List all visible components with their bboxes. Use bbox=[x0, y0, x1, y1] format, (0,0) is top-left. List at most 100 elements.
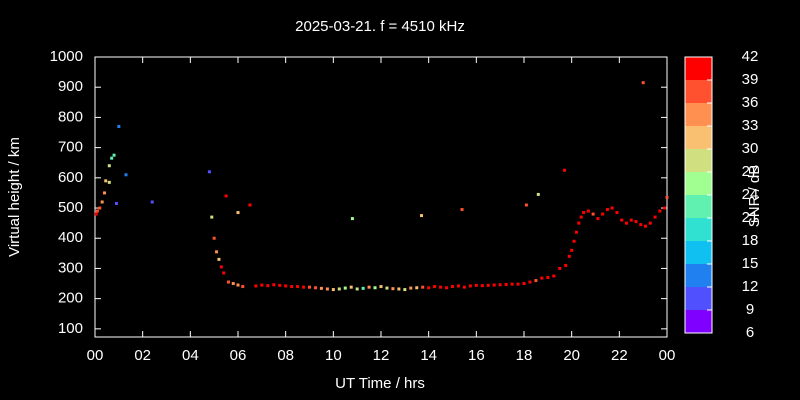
data-point bbox=[104, 179, 108, 183]
data-point bbox=[605, 208, 609, 212]
colorbar-tick-label: 27 bbox=[742, 163, 759, 180]
x-tick-label: 06 bbox=[230, 347, 247, 364]
data-point bbox=[114, 201, 118, 205]
colorbar-tick-label: 21 bbox=[742, 209, 759, 226]
data-point bbox=[117, 124, 121, 128]
data-point bbox=[601, 212, 605, 216]
y-tick-label: 700 bbox=[58, 139, 83, 156]
data-point bbox=[313, 286, 317, 290]
x-tick-label: 10 bbox=[325, 347, 342, 364]
data-point bbox=[629, 218, 633, 222]
data-point bbox=[224, 194, 228, 198]
colorbar-tick-label: 42 bbox=[742, 48, 759, 65]
data-point bbox=[586, 209, 590, 213]
data-point bbox=[361, 286, 365, 290]
data-point bbox=[212, 236, 216, 240]
data-point bbox=[563, 168, 567, 172]
data-point bbox=[210, 215, 214, 219]
colorbar-tick-label: 39 bbox=[742, 71, 759, 88]
data-point bbox=[653, 215, 657, 219]
data-point bbox=[415, 286, 419, 290]
colorbar-tick-label: 12 bbox=[742, 278, 759, 295]
data-point bbox=[124, 173, 128, 177]
data-point bbox=[567, 254, 571, 258]
data-point bbox=[536, 192, 540, 196]
data-point bbox=[100, 200, 104, 204]
data-point bbox=[319, 286, 323, 290]
data-point bbox=[610, 206, 614, 210]
data-point bbox=[331, 288, 335, 292]
data-point bbox=[468, 284, 472, 288]
data-point bbox=[343, 286, 347, 290]
data-point bbox=[226, 280, 230, 284]
colorbar-swatch bbox=[685, 195, 712, 218]
data-point bbox=[403, 288, 407, 292]
data-point bbox=[427, 286, 431, 290]
data-point bbox=[582, 211, 586, 215]
chart-title: 2025-03-21. f = 4510 kHz bbox=[295, 18, 465, 35]
data-point bbox=[558, 266, 562, 270]
data-point bbox=[95, 209, 99, 213]
data-point bbox=[248, 203, 252, 207]
data-point bbox=[260, 283, 264, 287]
colorbar-swatch bbox=[685, 287, 712, 310]
data-point bbox=[596, 217, 600, 221]
data-point bbox=[546, 275, 550, 279]
data-point bbox=[528, 280, 532, 284]
data-point bbox=[107, 164, 111, 168]
colorbar-tick-label: 24 bbox=[742, 186, 759, 203]
data-point bbox=[492, 283, 496, 287]
colorbar-tick-label: 30 bbox=[742, 140, 759, 157]
colorbar-swatch bbox=[685, 80, 712, 103]
y-tick-label: 100 bbox=[58, 320, 83, 337]
data-point bbox=[278, 283, 282, 287]
data-point bbox=[498, 283, 502, 287]
x-tick-label: 00 bbox=[87, 347, 104, 364]
data-point bbox=[552, 274, 556, 278]
x-tick-label: 20 bbox=[563, 347, 580, 364]
data-point bbox=[355, 287, 359, 291]
data-point bbox=[272, 283, 276, 287]
data-point bbox=[290, 285, 294, 289]
data-point bbox=[266, 284, 270, 288]
data-point bbox=[445, 286, 449, 290]
x-tick-label: 02 bbox=[134, 347, 151, 364]
colorbar-swatch bbox=[685, 241, 712, 264]
data-point bbox=[222, 271, 226, 275]
colorbar-tick-label: 15 bbox=[742, 255, 759, 272]
data-point bbox=[462, 285, 466, 289]
data-point bbox=[522, 282, 526, 286]
data-point bbox=[420, 214, 424, 218]
data-point bbox=[639, 223, 643, 227]
y-tick-label: 600 bbox=[58, 169, 83, 186]
y-tick-label: 900 bbox=[58, 78, 83, 95]
x-axis-label: UT Time / hrs bbox=[335, 375, 425, 392]
data-point bbox=[308, 285, 311, 289]
data-point bbox=[574, 230, 578, 234]
colorbar-tick-label: 9 bbox=[746, 301, 754, 318]
data-point bbox=[572, 239, 576, 243]
data-point bbox=[107, 180, 111, 184]
data-point bbox=[433, 285, 437, 289]
data-point bbox=[524, 203, 528, 207]
data-point bbox=[296, 285, 300, 289]
colorbar-swatch bbox=[685, 149, 712, 172]
data-point bbox=[665, 195, 669, 199]
colorbar-swatch bbox=[685, 218, 712, 241]
data-point bbox=[231, 282, 235, 286]
data-point bbox=[350, 217, 354, 221]
data-point bbox=[325, 287, 329, 291]
data-point bbox=[94, 212, 98, 216]
data-point bbox=[658, 209, 662, 213]
data-point bbox=[379, 285, 383, 289]
data-point bbox=[634, 220, 638, 224]
data-point bbox=[98, 206, 102, 210]
data-point bbox=[451, 285, 454, 289]
data-point bbox=[540, 276, 544, 280]
data-point bbox=[373, 286, 377, 290]
x-tick-label: 16 bbox=[468, 347, 485, 364]
colorbar-tick-label: 36 bbox=[742, 94, 759, 111]
data-point bbox=[644, 224, 648, 228]
x-tick-label: 14 bbox=[420, 347, 437, 364]
data-point bbox=[516, 282, 520, 286]
